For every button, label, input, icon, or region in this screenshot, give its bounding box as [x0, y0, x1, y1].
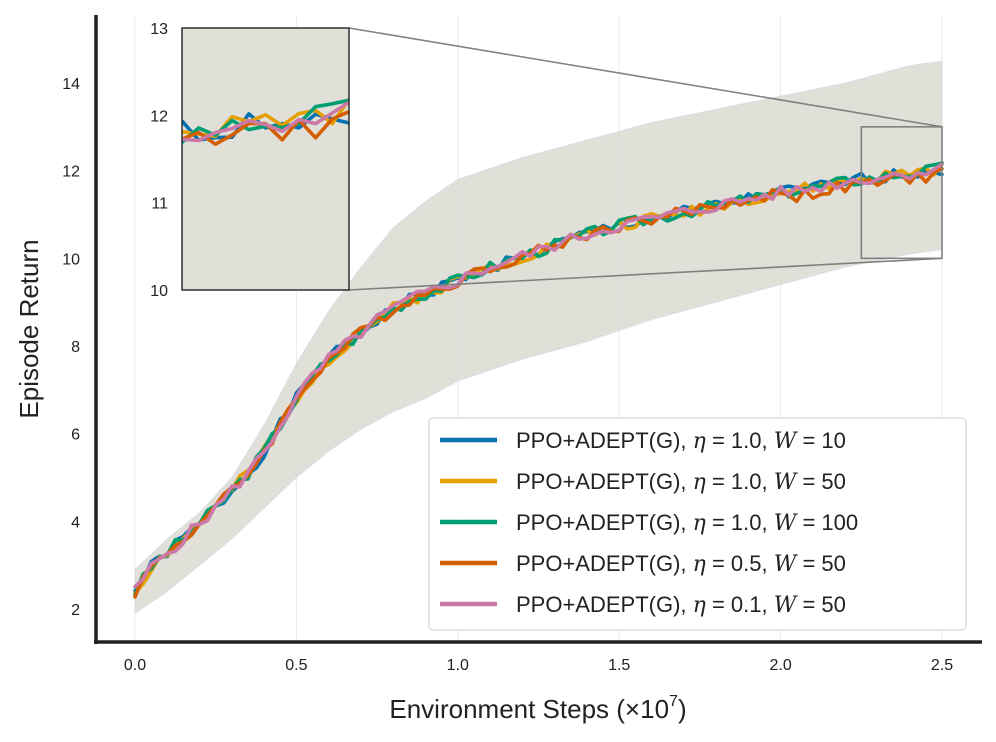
y-tick-label: 8: [71, 339, 80, 356]
x-axis-label-exponent: 7: [669, 693, 678, 710]
inset-y-tick-label: 11: [151, 196, 168, 213]
axes: [94, 15, 982, 644]
legend-entry: PPO+ADEPT(G), η = 0.1, W = 50: [516, 592, 846, 618]
inset-y-tick-label: 10: [150, 283, 168, 300]
y-tick-label: 4: [71, 514, 80, 531]
zoom-connector: [348, 257, 943, 291]
y-tick-label: 14: [62, 76, 80, 93]
inset-band: [182, 28, 349, 290]
x-tick-label: 2.5: [931, 657, 953, 674]
tick-labels: 0.0 0.5 1.0 1.5 2.0 2.5 2 4 6 8 10 12 14: [62, 76, 953, 674]
legend-entry: PPO+ADEPT(G), η = 1.0, W = 100: [516, 510, 858, 536]
legend-box: [428, 417, 967, 631]
y-tick-label: 6: [71, 427, 80, 444]
series-line: [133, 162, 944, 589]
legend-entry: PPO+ADEPT(G), η = 1.0, W = 50: [516, 469, 846, 495]
zoom-connector: [348, 27, 943, 128]
inset-lines: [182, 98, 349, 146]
inset-frame: [181, 27, 350, 291]
legend-entry: PPO+ADEPT(G), η = 0.5, W = 50: [516, 551, 846, 577]
inset-zoom-plot: 10 11 12 13: [150, 21, 350, 300]
zoom-indicator: [348, 27, 943, 291]
inset-y-tick-label: 12: [150, 108, 168, 125]
x-axis-label: Environment Steps (×107): [389, 693, 686, 724]
x-tick-label: 0.5: [285, 657, 307, 674]
y-tick-label: 12: [62, 164, 80, 181]
x-tick-label: 2.0: [769, 657, 791, 674]
y-axis-label: Episode Return: [14, 239, 44, 418]
inset-series-line: [182, 100, 349, 143]
inset-y-tick-label: 13: [150, 21, 168, 38]
y-tick-label: 2: [71, 602, 80, 619]
zoom-box: [860, 126, 943, 260]
y-tick-label: 10: [62, 251, 80, 268]
x-tick-label: 1.0: [447, 657, 469, 674]
legend-entry: PPO+ADEPT(G), η = 1.0, W = 10: [516, 428, 846, 454]
series-lines: [133, 160, 944, 599]
x-tick-label: 1.5: [608, 657, 630, 674]
legend: PPO+ADEPT(G), η = 1.0, W = 10 PPO+ADEPT(G…: [428, 417, 967, 631]
x-tick-label: 0.0: [124, 657, 146, 674]
